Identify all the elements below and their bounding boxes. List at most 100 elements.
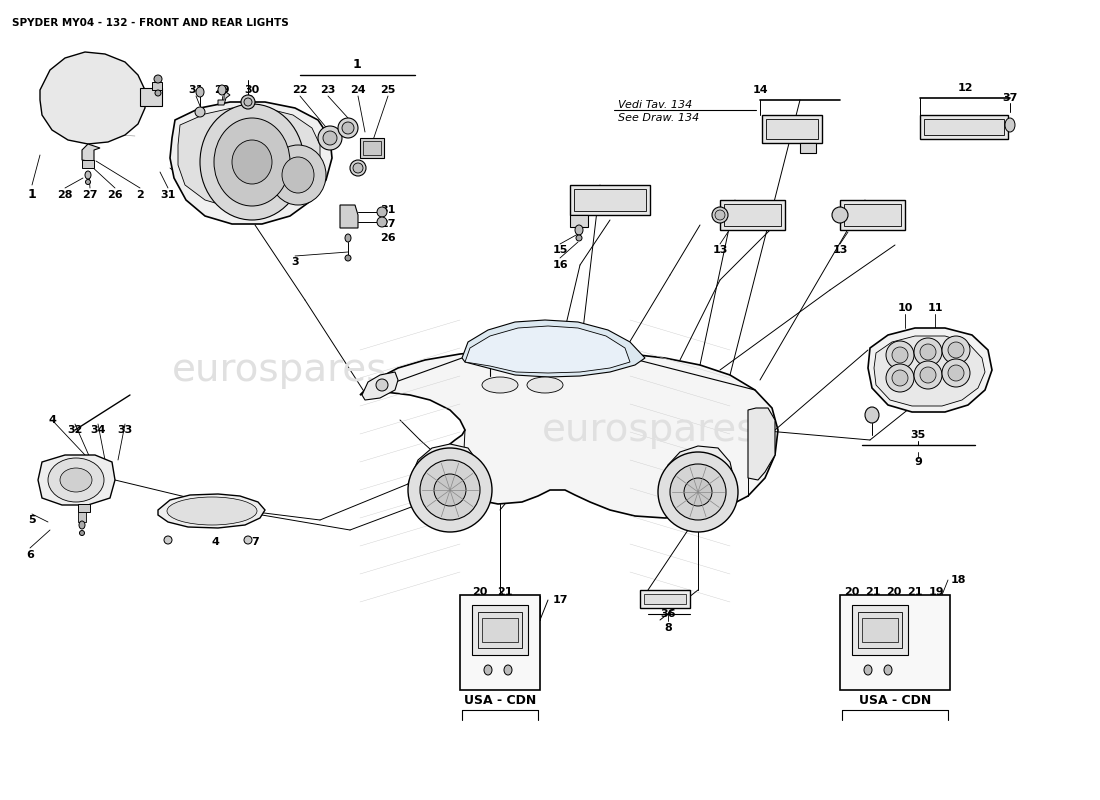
- Ellipse shape: [576, 235, 582, 241]
- Text: eurospares: eurospares: [542, 411, 758, 449]
- Text: 1: 1: [353, 58, 362, 71]
- Text: 14: 14: [752, 85, 768, 95]
- Text: 10: 10: [898, 303, 913, 313]
- Text: SPYDER MY04 - 132 - FRONT AND REAR LIGHTS: SPYDER MY04 - 132 - FRONT AND REAR LIGHT…: [12, 18, 288, 28]
- Ellipse shape: [48, 458, 104, 502]
- Ellipse shape: [886, 341, 914, 369]
- Text: 20: 20: [887, 587, 902, 597]
- Ellipse shape: [86, 179, 90, 185]
- Ellipse shape: [85, 171, 91, 179]
- Text: 36: 36: [660, 609, 675, 619]
- Ellipse shape: [504, 665, 512, 675]
- Text: 13: 13: [713, 245, 728, 255]
- Text: 18: 18: [950, 575, 966, 585]
- Ellipse shape: [942, 359, 970, 387]
- Bar: [844, 204, 901, 226]
- Ellipse shape: [884, 665, 892, 675]
- Polygon shape: [408, 444, 480, 504]
- Text: 31: 31: [161, 190, 176, 200]
- Text: 35: 35: [911, 430, 925, 440]
- Bar: [920, 115, 1008, 139]
- Text: 20: 20: [472, 587, 487, 597]
- Text: 4: 4: [211, 537, 219, 547]
- Text: 6: 6: [26, 550, 34, 560]
- Text: 12: 12: [957, 83, 972, 93]
- Ellipse shape: [942, 336, 970, 364]
- Bar: [762, 115, 822, 143]
- Text: eurospares: eurospares: [173, 351, 387, 389]
- Text: 17: 17: [552, 595, 568, 605]
- Polygon shape: [158, 494, 265, 528]
- Bar: [152, 82, 162, 90]
- Ellipse shape: [200, 104, 304, 220]
- Text: 30: 30: [244, 85, 260, 95]
- Bar: [840, 595, 950, 690]
- Ellipse shape: [323, 131, 337, 145]
- Bar: [78, 512, 86, 522]
- Bar: [644, 594, 686, 604]
- Text: 37: 37: [1002, 93, 1018, 103]
- Text: USA - CDN: USA - CDN: [464, 694, 536, 706]
- Ellipse shape: [155, 90, 161, 96]
- Ellipse shape: [920, 367, 936, 383]
- Text: 25: 25: [381, 85, 396, 95]
- Bar: [82, 160, 94, 168]
- Ellipse shape: [920, 344, 936, 360]
- Bar: [862, 618, 898, 642]
- Ellipse shape: [345, 234, 351, 242]
- Ellipse shape: [864, 665, 872, 675]
- Bar: [570, 185, 650, 215]
- Text: Vedi Tav. 134: Vedi Tav. 134: [618, 100, 692, 110]
- Polygon shape: [39, 455, 116, 505]
- Ellipse shape: [342, 122, 354, 134]
- Ellipse shape: [892, 347, 907, 363]
- Polygon shape: [218, 92, 230, 105]
- Ellipse shape: [948, 365, 964, 381]
- Ellipse shape: [482, 377, 518, 393]
- Text: 28: 28: [57, 190, 73, 200]
- Bar: [360, 138, 384, 158]
- Text: 4: 4: [48, 415, 56, 425]
- Ellipse shape: [60, 468, 92, 492]
- Ellipse shape: [79, 530, 85, 535]
- Ellipse shape: [214, 118, 290, 206]
- Bar: [766, 119, 818, 139]
- Ellipse shape: [270, 145, 326, 205]
- Text: 2: 2: [136, 190, 144, 200]
- Ellipse shape: [195, 107, 205, 117]
- Ellipse shape: [575, 225, 583, 235]
- Ellipse shape: [345, 255, 351, 261]
- Ellipse shape: [282, 157, 314, 193]
- Text: 27: 27: [82, 190, 98, 200]
- Ellipse shape: [527, 377, 563, 393]
- Ellipse shape: [318, 126, 342, 150]
- Ellipse shape: [420, 460, 480, 520]
- Ellipse shape: [350, 160, 366, 176]
- Ellipse shape: [196, 87, 204, 97]
- Ellipse shape: [712, 207, 728, 223]
- Ellipse shape: [408, 448, 492, 532]
- Bar: [574, 189, 646, 211]
- Text: 15: 15: [552, 245, 568, 255]
- Polygon shape: [748, 408, 775, 480]
- Text: 5: 5: [29, 515, 36, 525]
- Text: 32: 32: [67, 425, 82, 435]
- Text: USA - CDN: USA - CDN: [859, 694, 931, 706]
- Ellipse shape: [434, 474, 466, 506]
- Text: See Draw. 134: See Draw. 134: [618, 113, 700, 123]
- Ellipse shape: [832, 207, 848, 223]
- Polygon shape: [40, 52, 145, 144]
- Text: 24: 24: [350, 85, 366, 95]
- Ellipse shape: [377, 217, 387, 227]
- Polygon shape: [462, 320, 645, 377]
- Ellipse shape: [353, 163, 363, 173]
- Bar: [460, 595, 540, 690]
- Ellipse shape: [244, 98, 252, 106]
- Text: 20: 20: [845, 587, 860, 597]
- Polygon shape: [360, 348, 778, 518]
- Text: 31: 31: [187, 190, 202, 200]
- Text: 27: 27: [381, 219, 396, 229]
- Text: 26: 26: [381, 233, 396, 243]
- Ellipse shape: [914, 361, 942, 389]
- Ellipse shape: [376, 379, 388, 391]
